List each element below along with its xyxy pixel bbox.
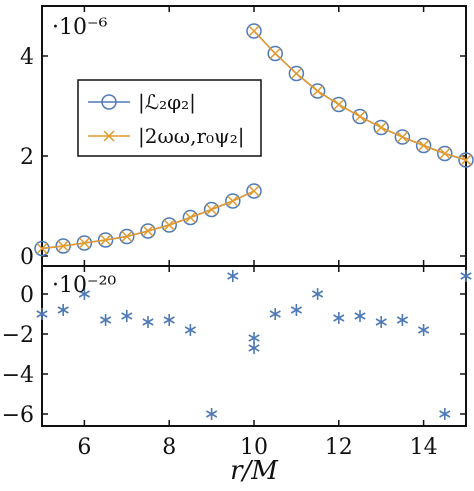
- series-line-2: [253, 30, 467, 161]
- data-point-circle: [309, 83, 326, 99]
- data-point-cross: [460, 154, 472, 166]
- legend-marker-circle: [101, 94, 117, 110]
- data-point-cross: [375, 121, 387, 134]
- data-point-cross: [57, 240, 69, 252]
- data-point-asterisk: [206, 408, 218, 420]
- data-point-cross: [184, 211, 196, 224]
- top-y-ticks: 0 2 4: [20, 45, 466, 270]
- top-y-tick-label: 4: [20, 45, 34, 70]
- bottom-y-tick-label: 0: [20, 283, 34, 308]
- data-point-asterisk: [36, 308, 48, 320]
- data-point-cross: [396, 131, 408, 143]
- data-point-asterisk: [269, 308, 281, 320]
- data-point-circle: [415, 137, 432, 154]
- data-point-cross: [142, 225, 154, 237]
- data-point-cross: [163, 219, 175, 231]
- bottom-y-tick-label: −2: [2, 323, 34, 348]
- bottom-scale-label: ·10⁻²⁰: [52, 273, 116, 298]
- series-line-2: [41, 190, 255, 250]
- data-point-circle: [458, 152, 474, 168]
- top-y-tick-label: 2: [20, 145, 34, 170]
- data-point-asterisk: [312, 288, 324, 300]
- data-point-asterisk: [290, 304, 302, 316]
- bottom-series-group: [36, 270, 472, 420]
- series-line-1: [253, 30, 467, 161]
- top-y-tick-label: 0: [20, 245, 34, 270]
- legend-box: [77, 79, 262, 157]
- data-point-cross: [248, 185, 260, 197]
- legend-label-1: |ℒ₂φ₂|: [138, 90, 196, 115]
- data-point-circle: [373, 119, 389, 136]
- data-point-cross: [100, 234, 112, 246]
- data-point-circle: [331, 96, 347, 113]
- data-point-asterisk: [163, 314, 175, 326]
- bottom-y-tick-label: −6: [2, 403, 34, 428]
- data-point-circle: [267, 45, 283, 62]
- data-point-cross: [206, 203, 218, 216]
- data-point-circle: [161, 217, 177, 233]
- data-point-asterisk: [333, 312, 345, 324]
- data-point-asterisk: [121, 310, 133, 322]
- data-point-asterisk: [418, 324, 430, 336]
- x-tick-label: 6: [77, 435, 91, 460]
- data-point-cross: [248, 25, 260, 37]
- data-point-cross: [121, 230, 133, 243]
- data-point-circle: [97, 232, 114, 248]
- data-point-asterisk: [396, 314, 408, 326]
- bottom-y-tick-label: −4: [2, 363, 34, 388]
- data-point-asterisk: [460, 270, 472, 282]
- data-point-cross: [227, 195, 239, 207]
- data-point-asterisk: [78, 288, 90, 300]
- data-point-circle: [225, 193, 241, 209]
- data-point-asterisk: [184, 324, 196, 336]
- x-tick-label: 8: [162, 435, 176, 460]
- data-point-circle: [34, 240, 50, 257]
- data-point-asterisk: [439, 408, 451, 420]
- data-point-cross: [78, 237, 90, 249]
- data-point-cross: [269, 47, 281, 60]
- data-point-circle: [76, 235, 93, 251]
- bottom-y-ticks: 0 −2 −4 −6: [2, 283, 466, 428]
- data-point-circle: [246, 23, 262, 39]
- data-point-asterisk: [248, 342, 260, 354]
- data-point-circle: [119, 228, 135, 245]
- top-scale-label: ·10⁻⁶: [52, 15, 108, 40]
- data-point-circle: [55, 238, 71, 254]
- legend-marker-cross: [103, 130, 115, 142]
- data-point-cross: [418, 139, 430, 152]
- data-point-circle: [288, 65, 305, 82]
- x-tick-label: 10: [240, 435, 268, 460]
- data-point-cross: [354, 110, 366, 123]
- data-point-asterisk: [100, 314, 112, 326]
- data-point-asterisk: [142, 316, 154, 328]
- data-point-circle: [203, 201, 220, 218]
- data-point-cross: [333, 98, 345, 111]
- top-series-group: [34, 23, 474, 257]
- data-point-circle: [246, 183, 262, 199]
- x-tick-label: 12: [325, 435, 353, 460]
- data-point-asterisk: [227, 270, 239, 282]
- x-axis-label: r/M: [230, 456, 279, 486]
- legend-label-2: |2ωω,r₀ψ₂|: [138, 124, 244, 149]
- data-point-asterisk: [375, 316, 387, 328]
- data-point-asterisk: [354, 310, 366, 322]
- data-point-circle: [140, 223, 156, 239]
- data-point-circle: [352, 108, 368, 125]
- data-point-circle: [182, 209, 199, 226]
- x-ticks: 6 8 10 12 14: [77, 6, 438, 460]
- data-point-cross: [36, 242, 48, 255]
- data-point-cross: [439, 147, 451, 160]
- data-point-cross: [290, 67, 302, 80]
- series-line-1: [41, 190, 255, 250]
- data-point-asterisk: [57, 304, 69, 316]
- x-tick-label: 14: [410, 435, 438, 460]
- data-point-circle: [437, 145, 453, 162]
- legend: |ℒ₂φ₂| |2ωω,r₀ψ₂|: [77, 79, 262, 157]
- data-point-circle: [394, 129, 411, 145]
- data-point-cross: [312, 85, 324, 97]
